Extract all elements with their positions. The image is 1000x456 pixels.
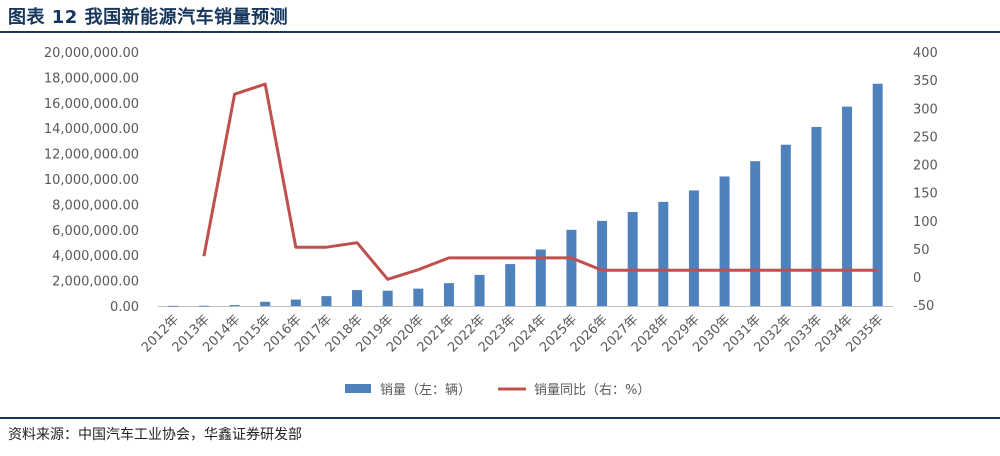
sales-bars [168, 83, 883, 307]
sales-bar [321, 296, 332, 306]
title-divider [0, 31, 1000, 33]
sales-bar [566, 229, 577, 306]
sales-bar [780, 144, 791, 306]
sales-bar [229, 305, 240, 306]
sales-bar [719, 176, 730, 306]
left-tick-label: 0.00 [110, 300, 139, 315]
sales-bar [382, 290, 393, 306]
left-tick-label: 10,000,000.00 [44, 173, 139, 188]
sales-bar [535, 249, 546, 306]
left-tick-label: 12,000,000.00 [44, 148, 139, 163]
sales-forecast-chart: 0.00 2,000,000.00 4,000,000.00 6,000,000.00… [44, 46, 938, 398]
source-note: 资料来源：中国汽车工业协会，华鑫证券研发部 [8, 427, 302, 443]
sales-bar [750, 161, 761, 306]
right-tick-label: 0 [913, 271, 921, 286]
right-tick-label: 100 [913, 215, 938, 230]
right-tick-label: -50 [913, 299, 934, 314]
legend-bar-label: 销量（左：辆） [380, 383, 471, 398]
left-tick-label: 20,000,000.00 [44, 46, 139, 61]
right-tick-label: 350 [913, 74, 938, 89]
sales-bar [413, 288, 424, 306]
chart-title: 图表 12 我国新能源汽车销量预测 [8, 7, 289, 28]
sales-bar [658, 201, 669, 306]
sales-bar [688, 190, 699, 306]
legend: 销量（左：辆） 销量同比（右：%） [345, 383, 650, 398]
sales-bar [260, 301, 271, 306]
yoy-growth-line [202, 82, 878, 281]
right-tick-label: 300 [913, 102, 938, 117]
left-tick-label: 2,000,000.00 [52, 275, 139, 290]
right-tick-label: 400 [913, 46, 938, 61]
sales-bar [597, 220, 608, 306]
x-axis-ticks: 2012年2013年2014年2015年2016年2017年2018年2019年… [139, 312, 887, 355]
left-tick-label: 6,000,000.00 [52, 224, 139, 239]
left-tick-label: 14,000,000.00 [44, 122, 139, 137]
sales-bar [842, 106, 853, 306]
sales-bar [168, 305, 179, 307]
sales-bar [505, 264, 516, 306]
sales-bar [474, 274, 485, 306]
right-tick-label: 50 [913, 243, 930, 258]
sales-bar [198, 305, 209, 307]
right-axis-ticks: -50 0 50 100 150 200 250 300 350 400 [913, 46, 938, 314]
sales-bar [290, 299, 301, 306]
sales-bar [352, 290, 363, 306]
sales-bar [872, 83, 883, 306]
sales-bar [443, 283, 454, 306]
left-tick-label: 8,000,000.00 [52, 198, 139, 213]
footer-divider [0, 417, 1000, 419]
left-axis-ticks: 0.00 2,000,000.00 4,000,000.00 6,000,000.00… [44, 46, 139, 315]
sales-bar [811, 126, 822, 307]
legend-bar-swatch [345, 384, 371, 393]
sales-bar [627, 212, 638, 306]
left-tick-label: 18,000,000.00 [44, 71, 139, 86]
left-tick-label: 4,000,000.00 [52, 249, 139, 264]
right-tick-label: 250 [913, 130, 938, 145]
left-tick-label: 16,000,000.00 [44, 97, 139, 112]
right-tick-label: 200 [913, 159, 938, 174]
legend-line-label: 销量同比（右：%） [534, 383, 650, 398]
right-tick-label: 150 [913, 187, 938, 202]
